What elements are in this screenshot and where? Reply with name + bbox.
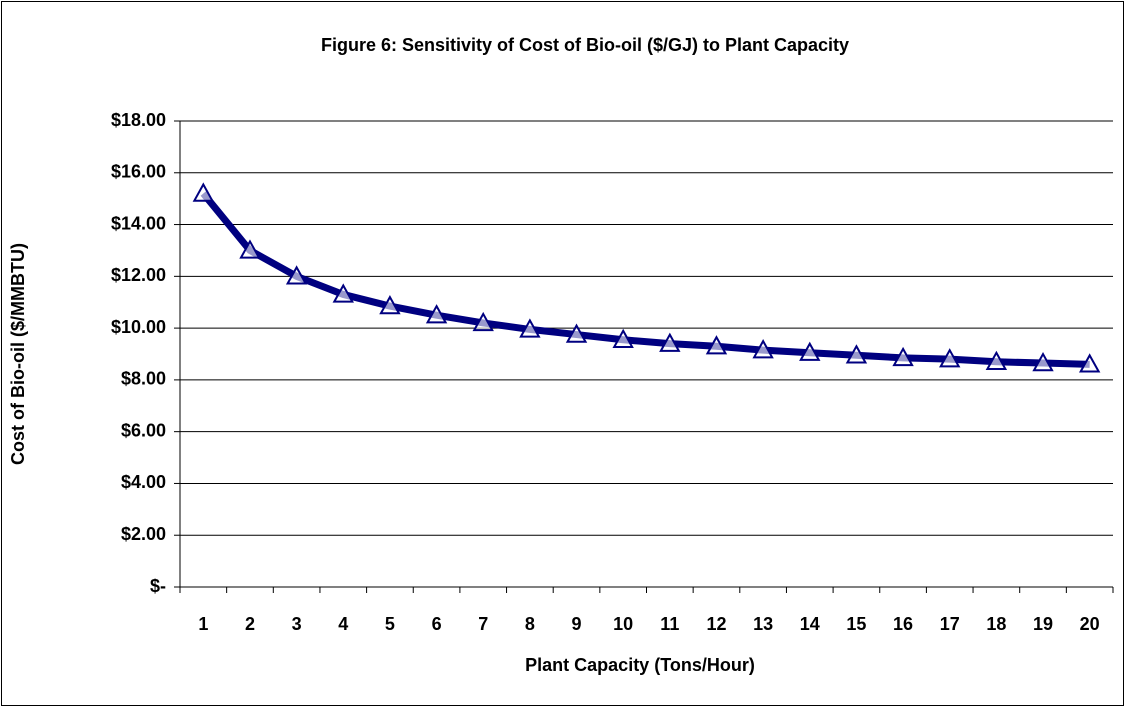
chart-title: Figure 6: Sensitivity of Cost of Bio-oil… (321, 35, 849, 55)
y-tick-label: $6.00 (121, 420, 166, 440)
data-marker (332, 283, 354, 303)
y-tick-label: $- (150, 576, 166, 596)
data-marker (472, 311, 494, 332)
y-tick-label: $16.00 (111, 162, 166, 182)
data-marker (192, 182, 215, 202)
y-tick-label: $10.00 (111, 317, 166, 337)
x-tick-label: 7 (478, 614, 488, 634)
x-tick-label: 20 (1080, 614, 1100, 634)
y-tick-label: $14.00 (111, 213, 166, 233)
x-tick-label: 8 (525, 614, 535, 634)
data-marker (565, 323, 588, 343)
y-axis-label: Cost of Bio-oil ($/MMBTU) (8, 243, 28, 465)
x-axis-label: Plant Capacity (Tons/Hour) (525, 655, 755, 675)
data-marker (379, 295, 401, 315)
x-tick-label: 19 (1033, 614, 1053, 634)
x-tick-label: 13 (753, 614, 773, 634)
data-marker (659, 332, 681, 352)
x-tick-label: 14 (800, 614, 820, 634)
x-tick-label: 17 (940, 614, 960, 634)
y-tick-label: $2.00 (121, 524, 166, 544)
x-tick-label: 10 (613, 614, 633, 634)
data-marker (1032, 352, 1054, 372)
y-tick-label: $8.00 (121, 369, 166, 389)
x-tick-label: 16 (893, 614, 913, 634)
data-marker (939, 348, 961, 368)
data-marker (239, 239, 261, 259)
data-marker (425, 304, 448, 324)
data-marker (845, 344, 868, 364)
data-marker (1078, 353, 1101, 373)
data-marker (985, 350, 1008, 370)
data-line (200, 191, 1090, 368)
x-tick-label: 9 (572, 614, 582, 634)
x-tick-label: 11 (660, 614, 679, 634)
x-tick-label: 2 (245, 614, 255, 634)
data-marker (519, 318, 541, 338)
data-marker (892, 346, 914, 367)
y-tick-label: $4.00 (121, 472, 166, 492)
y-tick-label: $12.00 (111, 265, 166, 285)
x-tick-label: 18 (986, 614, 1006, 634)
data-marker (752, 339, 774, 359)
data-marker (612, 328, 634, 348)
data-marker (799, 341, 821, 361)
x-tick-label: 1 (198, 614, 208, 634)
x-tick-label: 15 (846, 614, 866, 634)
x-tick-label: 6 (432, 614, 442, 634)
x-tick-label: 3 (292, 614, 302, 634)
data-marker (285, 265, 308, 285)
data-marker (705, 335, 728, 355)
x-tick-label: 12 (706, 614, 726, 634)
x-tick-label: 5 (385, 614, 395, 634)
y-tick-label: $18.00 (111, 110, 166, 130)
x-tick-label: 4 (338, 614, 348, 634)
